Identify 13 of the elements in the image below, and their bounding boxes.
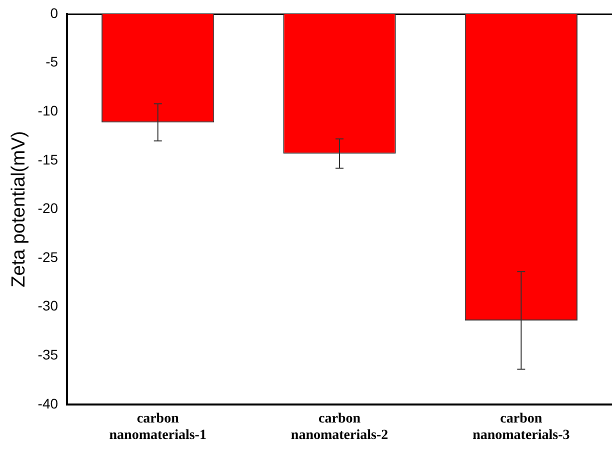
y-tick-label: -10 <box>38 102 58 118</box>
y-tick-label: -40 <box>38 395 58 412</box>
y-tick-label: -5 <box>46 54 58 70</box>
x-tick-label: carbon nanomaterials-3 <box>472 411 570 444</box>
x-tick-label: carbon nanomaterials-2 <box>290 411 388 444</box>
y-tick-label: -15 <box>38 151 58 168</box>
y-axis-title: Zeta potential(mV) <box>8 131 30 288</box>
x-tick-label: carbon nanomaterials-1 <box>109 411 206 444</box>
y-tick-label: -30 <box>38 298 58 314</box>
y-tick-label: 0 <box>50 4 58 21</box>
y-tick-label: -20 <box>38 200 58 216</box>
y-tick-label: -25 <box>38 248 58 265</box>
y-tick-label: -35 <box>38 346 58 362</box>
